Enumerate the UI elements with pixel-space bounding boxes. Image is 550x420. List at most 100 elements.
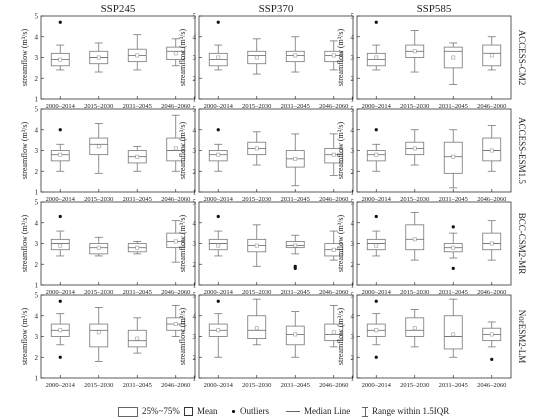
mean-marker	[489, 332, 494, 337]
y-tick-label: 3	[193, 147, 197, 155]
y-tick-label: 5	[35, 106, 39, 114]
y-tick-label: 4	[351, 33, 355, 41]
outlier-point	[374, 214, 378, 219]
legend-mean-label: Mean	[197, 406, 218, 416]
x-tick-label: 2046–2060	[319, 289, 348, 296]
y-tick-label: 5	[193, 13, 197, 21]
mean-marker	[135, 53, 140, 58]
x-tick-label: 2046–2060	[477, 382, 506, 389]
mean-marker	[216, 328, 221, 333]
mean-marker	[451, 55, 456, 60]
legend: 25%~75% Mean Outliers Median Line Range …	[118, 404, 518, 418]
x-tick-label: 2015–2030	[84, 196, 113, 203]
legend-median-item: Median Line	[286, 404, 350, 418]
y-tick-label: 1	[35, 96, 39, 104]
x-tick-label: 2000–2014	[204, 196, 234, 203]
mean-marker	[489, 148, 494, 153]
mean-marker	[254, 326, 259, 331]
y-tick-label: 1	[351, 96, 355, 104]
mean-marker	[135, 336, 140, 341]
x-tick-label: 2046–2060	[319, 382, 348, 389]
mean-marker	[96, 55, 101, 60]
legend-range-label: Range within 1.5IQR	[372, 406, 450, 416]
y-tick-label: 3	[35, 240, 39, 248]
y-tick-label: 3	[193, 333, 197, 341]
x-tick-label: 2015–2030	[242, 196, 271, 203]
iqr-box	[482, 232, 502, 251]
y-tick-label: 2	[35, 261, 39, 269]
mean-marker	[374, 328, 379, 333]
x-tick-label: 2031–2045	[281, 289, 310, 296]
mean-marker	[374, 243, 379, 248]
column-title: SSP370	[259, 3, 294, 15]
x-tick-label: 2046–2060	[161, 103, 190, 110]
legend-box-item: 25%~75%	[118, 404, 180, 418]
y-tick-label: 2	[193, 75, 197, 83]
legend-box-swatch	[118, 406, 138, 417]
mean-marker	[412, 237, 417, 242]
x-tick-label: 2015–2030	[84, 103, 113, 110]
y-tick-label: 5	[351, 199, 355, 207]
y-axis-label: streamflow (m³/s)	[20, 308, 29, 366]
legend-outlier-label: Outliers	[240, 406, 269, 416]
y-tick-label: 2	[35, 75, 39, 83]
outlier-point	[58, 355, 62, 359]
mean-marker	[216, 55, 221, 60]
y-axis-label: streamflow (m³/s)	[20, 215, 29, 273]
y-tick-label: 2	[351, 261, 355, 269]
y-tick-label: 3	[351, 240, 355, 248]
y-axis-label: streamflow (m³/s)	[178, 308, 187, 366]
x-tick-label: 2015–2030	[400, 382, 429, 389]
y-tick-label: 4	[35, 312, 39, 320]
outlier-point	[216, 128, 220, 132]
outlier-point	[451, 266, 455, 270]
x-tick-label: 2046–2060	[319, 196, 348, 203]
y-tick-label: 2	[351, 75, 355, 83]
legend-mean-item: Mean	[184, 404, 218, 418]
mean-marker	[451, 154, 456, 159]
outlier-point	[58, 20, 62, 24]
x-tick-label: 2031–2045	[123, 289, 152, 296]
outlier-point	[216, 214, 220, 219]
outlier-point	[374, 355, 378, 359]
outlier-point	[58, 214, 62, 219]
y-tick-label: 3	[351, 147, 355, 155]
row-title: ACCESS-ESM1.5	[517, 117, 527, 184]
outlier-point	[490, 357, 494, 361]
mean-marker	[254, 146, 259, 151]
legend-range-swatch	[362, 406, 368, 417]
mean-marker	[293, 243, 298, 248]
x-tick-label: 2000–2014	[46, 103, 76, 110]
legend-median-swatch	[286, 411, 300, 413]
mean-marker	[216, 152, 221, 157]
y-tick-label: 1	[35, 189, 39, 197]
iqr-box	[405, 224, 425, 251]
x-tick-label: 2000–2014	[362, 103, 392, 110]
y-tick-label: 4	[351, 219, 355, 227]
x-tick-label: 2046–2060	[161, 289, 190, 296]
x-tick-label: 2000–2014	[204, 382, 234, 389]
outlier-point	[58, 299, 62, 303]
x-tick-label: 2015–2030	[400, 103, 429, 110]
y-tick-label: 3	[351, 333, 355, 341]
mean-marker	[216, 243, 221, 248]
mean-marker	[374, 55, 379, 60]
y-tick-label: 4	[351, 126, 355, 134]
legend-outlier-swatch	[232, 410, 235, 414]
mean-marker	[96, 245, 101, 250]
outlier-point	[216, 299, 220, 303]
x-tick-label: 2015–2030	[242, 289, 271, 296]
mean-marker	[58, 152, 63, 157]
x-tick-label: 2031–2045	[439, 103, 468, 110]
mean-marker	[58, 243, 63, 248]
y-tick-label: 3	[351, 54, 355, 62]
x-tick-label: 2015–2030	[242, 382, 271, 389]
mean-marker	[412, 146, 417, 151]
y-tick-label: 3	[35, 54, 39, 62]
x-tick-label: 2015–2030	[84, 382, 113, 389]
y-tick-label: 4	[193, 312, 197, 320]
mean-marker	[135, 154, 140, 159]
y-tick-label: 1	[351, 375, 355, 383]
y-tick-label: 3	[193, 54, 197, 62]
